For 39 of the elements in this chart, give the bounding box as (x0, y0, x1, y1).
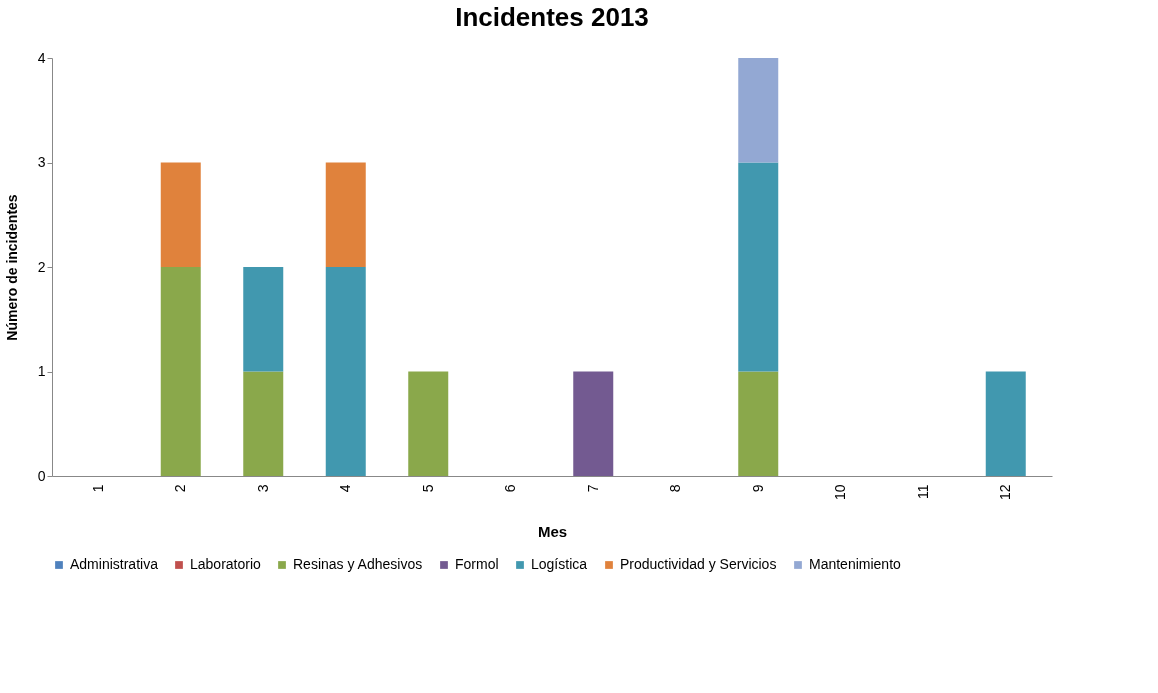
x-tick-label: 3 (254, 484, 271, 493)
bar (738, 162, 779, 372)
x-tick-label: 4 (337, 484, 354, 493)
bar (160, 162, 201, 267)
x-tick-label: 9 (749, 484, 766, 493)
legend-label: Productividad y Servicios (620, 556, 777, 572)
y-tick-label: 3 (37, 154, 46, 170)
legend-label: Administrativa (70, 556, 159, 572)
x-tick-label: 8 (667, 484, 684, 493)
y-axis-title: Número de incidentes (3, 194, 20, 341)
bar (243, 267, 284, 372)
legend-label: Laboratorio (190, 556, 262, 572)
bar (573, 371, 614, 476)
bar (243, 371, 284, 476)
bar (738, 58, 779, 163)
x-tick-label: 2 (172, 484, 189, 493)
y-tick-label: 0 (37, 467, 46, 484)
chart-title: Incidentes 2013 (455, 2, 649, 32)
legend-label: Logística (531, 556, 588, 572)
y-tick-label: 2 (37, 258, 46, 275)
y-tick-label: 4 (37, 49, 46, 66)
legend-label: Formol (455, 556, 499, 572)
bar (325, 267, 366, 476)
y-tick-label: 1 (37, 363, 46, 379)
bar (985, 371, 1026, 476)
x-tick-label: 5 (419, 484, 436, 493)
x-axis-title: Mes (537, 523, 568, 541)
x-tick-label: 1 (89, 484, 106, 493)
x-tick-label: 7 (584, 484, 601, 493)
x-tick-label: 6 (502, 484, 519, 493)
bar (408, 371, 449, 476)
bar (738, 371, 779, 476)
legend-label: Mantenimiento (809, 556, 902, 572)
x-tick-label: 12 (997, 484, 1014, 501)
legend-label: Resinas y Adhesivos (293, 556, 423, 572)
bar (325, 162, 366, 267)
x-tick-label: 10 (832, 484, 849, 501)
bar (160, 267, 201, 476)
x-tick-label: 11 (914, 484, 931, 500)
